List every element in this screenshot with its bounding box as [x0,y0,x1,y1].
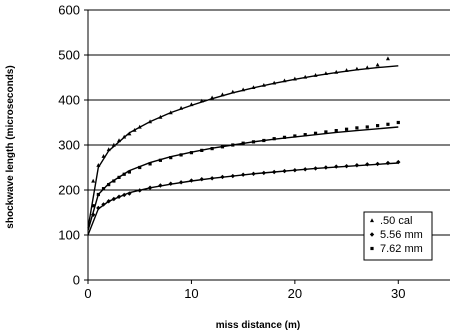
x-tick-label: 10 [184,286,198,301]
data-point [148,162,152,166]
y-tick-label: 200 [58,183,80,198]
y-tick-label: 300 [58,138,80,153]
legend-entry: 7.62 mm [380,243,423,255]
data-point [169,156,173,160]
data-point [313,131,318,135]
legend-entry: .50 cal [380,215,412,227]
x-tick-label: 0 [84,286,91,301]
tick-labels: 0 100 200 300 400 500 600 0 10 20 30 [58,3,405,302]
data-point [324,130,328,134]
y-tick-label: 100 [58,228,80,243]
gridlines [88,9,450,236]
series-5-56-mm [87,159,401,236]
data-point [396,120,400,125]
data-point [334,129,338,133]
legend-box [363,211,433,261]
data-point [96,205,101,211]
series-50-cal [87,56,399,229]
trendline-50-cal [87,65,399,229]
data-point [375,62,380,67]
data-point [385,56,390,61]
data-point [344,127,349,131]
legend-marker [370,218,374,223]
x-tick-label: 30 [391,286,405,301]
data-point [127,170,131,174]
trendline-5-56-mm [87,162,399,236]
y-axis-title: shockwave length (microseconds) [5,65,16,228]
legend-marker [370,246,374,251]
legend-marker [369,232,375,237]
y-tick-label: 400 [58,93,80,108]
data-point [386,122,390,126]
data-point [91,178,96,183]
data-point [138,165,142,170]
y-tick-label: 600 [58,3,80,18]
data-point [355,126,359,130]
data-point [293,134,297,138]
data-point [303,133,307,137]
legend-entry: 5.56 mm [380,229,423,241]
plot-area [87,56,401,236]
x-axis-title: miss distance (m) [216,320,300,331]
data-point [91,204,95,208]
legend: .50 cal 5.56 mm 7.62 mm [363,211,433,261]
x-tick-label: 20 [288,286,302,301]
data-point [365,125,369,129]
data-point [376,124,380,128]
trendline-7-62-mm [87,126,399,231]
y-tick-label: 500 [58,48,80,63]
series-7-62-mm [87,120,400,231]
y-tick-label: 0 [73,273,80,288]
